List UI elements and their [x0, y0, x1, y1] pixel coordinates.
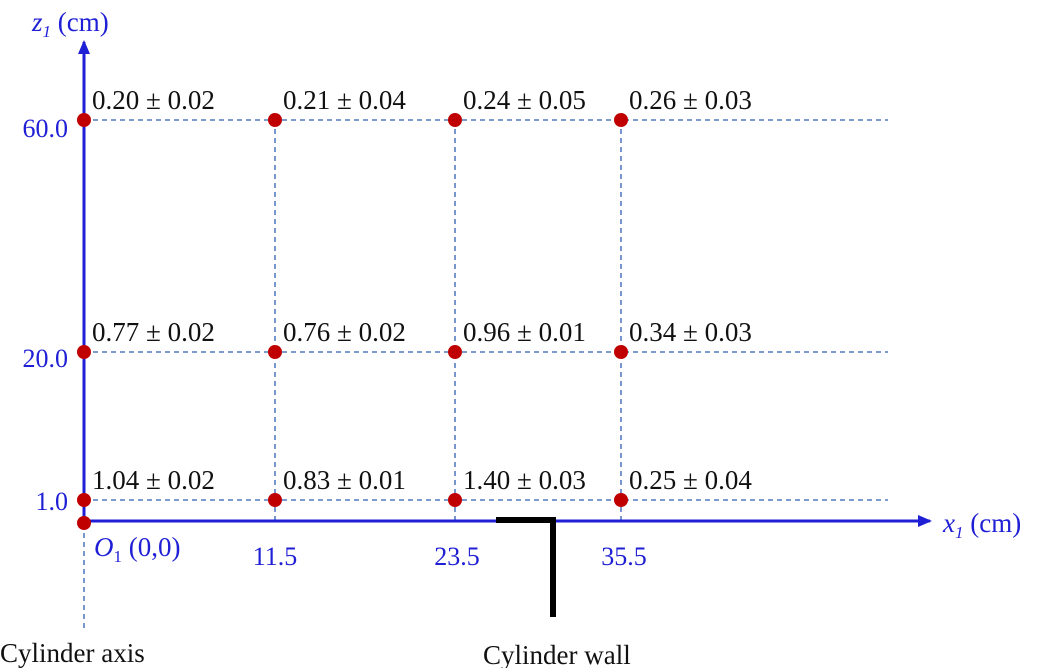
measurement-point [77, 345, 91, 359]
measurement-point [448, 113, 462, 127]
measurement-point [268, 493, 282, 507]
measurement-point [77, 113, 91, 127]
measurement-point [614, 113, 628, 127]
measurement-point [614, 493, 628, 507]
measurement-value-label: 0.83 ± 0.01 [283, 465, 406, 495]
x-tick-label: 23.5 [434, 542, 480, 571]
z-tick-label: 1.0 [36, 487, 69, 516]
origin-label: O1 (0,0) [94, 532, 180, 566]
z-tick-label: 60.0 [23, 114, 69, 143]
measurement-value-label: 1.04 ± 0.02 [92, 465, 215, 495]
cylinder-wall-marker [496, 517, 556, 617]
x-axis-label: x1 (cm) [942, 508, 1021, 542]
gridlines [84, 119, 888, 521]
measurement-point [614, 345, 628, 359]
origin-point [77, 516, 91, 530]
measurement-point [268, 345, 282, 359]
measurement-points: 0.20 ± 0.02 0.21 ± 0.04 0.24 ± 0.05 0.26 ± … [77, 85, 752, 530]
measurement-value-label: 0.20 ± 0.02 [92, 85, 215, 115]
z-tick-label: 20.0 [23, 344, 69, 373]
measurement-value-label: 0.96 ± 0.01 [463, 317, 586, 347]
measurement-value-label: 0.21 ± 0.04 [283, 85, 406, 115]
measurement-value-label: 0.26 ± 0.03 [629, 85, 752, 115]
measurement-value-label: 0.24 ± 0.05 [463, 85, 586, 115]
measurement-point [448, 493, 462, 507]
x-tick-label: 35.5 [601, 542, 647, 571]
measurement-value-label: 0.76 ± 0.02 [283, 317, 406, 347]
measurement-value-label: 0.34 ± 0.03 [629, 317, 752, 347]
measurement-value-label: 1.40 ± 0.03 [463, 465, 586, 495]
cylinder-wall-label: Cylinder wall [483, 640, 631, 668]
measurement-point [448, 345, 462, 359]
cylinder-axis-label: Cylinder axis [0, 638, 145, 668]
measurement-value-label: 0.77 ± 0.02 [92, 317, 215, 347]
z-axis-label: z1 (cm) [31, 7, 109, 41]
measurement-point [77, 493, 91, 507]
measurement-point [268, 113, 282, 127]
x-tick-label: 11.5 [253, 542, 298, 571]
measurement-value-label: 0.25 ± 0.04 [629, 465, 752, 495]
